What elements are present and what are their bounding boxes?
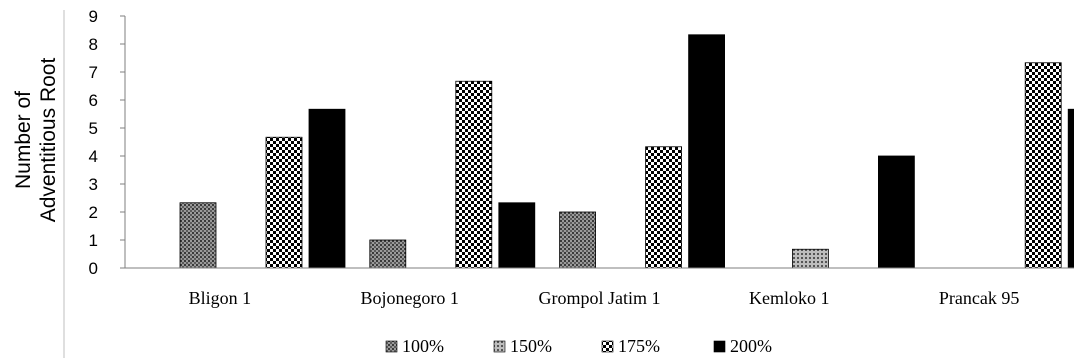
- legend-label: 150%: [510, 336, 552, 356]
- bar-200pct-1: [498, 202, 536, 269]
- y-tick-label: 2: [89, 203, 98, 222]
- legend-swatch: [493, 340, 506, 353]
- bar-150pct-3: [792, 248, 829, 269]
- bar-175pct-1: [455, 80, 493, 269]
- bar-100pct-2: [559, 211, 596, 269]
- legend-label: 100%: [402, 336, 444, 356]
- legend-swatch: [385, 340, 398, 353]
- y-tick-label: 9: [89, 7, 98, 26]
- x-category-label: Bligon 1: [189, 288, 252, 308]
- x-category-label: Kemloko 1: [749, 288, 830, 308]
- y-tick-label: 3: [89, 175, 98, 194]
- y-tick-label: 6: [89, 91, 98, 110]
- y-tick-label: 4: [89, 147, 98, 166]
- bar-175pct-0: [265, 136, 303, 269]
- y-tick-label: 0: [89, 259, 98, 278]
- y-tick-label: 7: [89, 63, 98, 82]
- legend: 100% 150% 175% 200%: [385, 336, 772, 356]
- bars: [179, 34, 1074, 269]
- y-tick-label: 8: [89, 35, 98, 54]
- y-axis-label-line-2: Adventitious Root: [37, 58, 60, 223]
- bar-200pct-0: [308, 108, 346, 269]
- y-tick-label: 1: [89, 231, 98, 250]
- bar-200pct-4: [1067, 108, 1074, 269]
- legend-label: 175%: [618, 336, 660, 356]
- bar-200pct-2: [688, 34, 725, 269]
- x-category-label: Bojonegoro 1: [360, 288, 459, 308]
- legend-label: 200%: [730, 336, 772, 356]
- bar-175pct-4: [1024, 62, 1062, 269]
- bar-200pct-3: [878, 155, 915, 269]
- legend-swatch: [713, 340, 726, 353]
- y-axis-label: Number of Adventitious Root: [12, 58, 60, 223]
- x-category-label: Prancak 95: [939, 288, 1019, 308]
- bar-175pct-2: [645, 146, 682, 269]
- y-axis-ticks: 0 1 2 3 4 5 6 7 8 9: [89, 7, 125, 278]
- y-axis-label-line-1: Number of: [12, 91, 35, 189]
- x-category-label: Grompol Jatim 1: [539, 288, 661, 308]
- bar-100pct-1: [369, 239, 407, 269]
- bar-100pct-0: [179, 202, 217, 269]
- legend-swatch: [601, 340, 614, 353]
- x-axis-labels: Bligon 1 Bojonegoro 1 Grompol Jatim 1 Kemlo…: [189, 288, 1020, 308]
- y-tick-label: 5: [89, 119, 98, 138]
